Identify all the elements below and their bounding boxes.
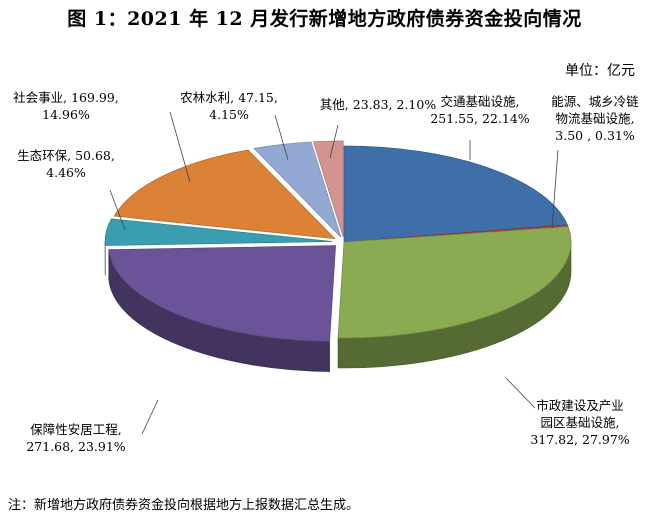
data-label-line: 交通基础设施, [441, 94, 520, 109]
data-label-line: 3.50 , 0.31% [555, 128, 635, 143]
data-label-line: 农林水利, 47.15, [180, 90, 278, 105]
pie-slice [343, 145, 568, 243]
data-labels: 交通基础设施, 251.55, 22.14% 能源、城乡冷链物流基础设施, 3.50 … [13, 90, 639, 454]
data-label-line: 4.15% [209, 107, 249, 122]
data-label-line: 其他, 23.83, 2.10% [320, 97, 437, 112]
data-label: 其他, 23.83, 2.10% [320, 97, 437, 112]
leader-line [169, 111, 191, 183]
data-label-line: 4.46% [46, 165, 86, 180]
data-label-line: 317.82, 27.97% [530, 432, 629, 447]
data-label-line: 271.68, 23.91% [26, 439, 125, 454]
data-label-line: 能源、城乡冷链 [551, 94, 639, 109]
data-label: 社会事业, 169.99, 14.96% [13, 90, 119, 122]
pie-slice [104, 218, 333, 246]
footnote: 注：新增地方政府债券资金投向根据地方上报数据汇总生成。 [8, 498, 360, 513]
leader-line [329, 124, 339, 159]
data-label-line: 251.55, 22.14% [430, 111, 529, 126]
data-label-line: 14.96% [42, 107, 90, 122]
pie-slice [312, 140, 344, 238]
data-label: 保障性安居工程, 271.68, 23.91% [26, 422, 125, 454]
pie-slice [108, 245, 336, 342]
data-label: 生态环保, 50.68, 4.46% [17, 148, 115, 180]
leader-line [109, 189, 126, 231]
unit-label: 单位：亿元 [565, 63, 635, 79]
data-label-line: 社会事业, 169.99, [13, 90, 119, 105]
data-label: 农林水利, 47.15, 4.15% [180, 90, 278, 122]
data-label: 能源、城乡冷链物流基础设施, 3.50 , 0.31% [551, 94, 639, 143]
data-label: 市政建设及产业园区基础设施, 317.82, 27.97% [530, 398, 629, 447]
pie-slice [253, 141, 342, 238]
leader-line [505, 377, 536, 409]
data-label-line: 保障性安居工程, [30, 422, 121, 437]
pie-slice [113, 149, 336, 240]
leader-line [274, 114, 289, 161]
leader-line [141, 399, 159, 435]
data-label-line: 市政建设及产业 [536, 398, 624, 413]
chart-title: 图 1：2021 年 12 月发行新增地方政府债券资金投向情况 [67, 8, 582, 30]
data-label-line: 物流基础设施, [556, 111, 635, 126]
data-label-line: 园区基础设施, [541, 415, 620, 430]
pie-tops [104, 140, 572, 342]
data-label-line: 生态环保, 50.68, [17, 148, 115, 163]
pie-slice [337, 226, 572, 339]
data-label: 交通基础设施, 251.55, 22.14% [430, 94, 529, 126]
leader-line [551, 149, 559, 229]
